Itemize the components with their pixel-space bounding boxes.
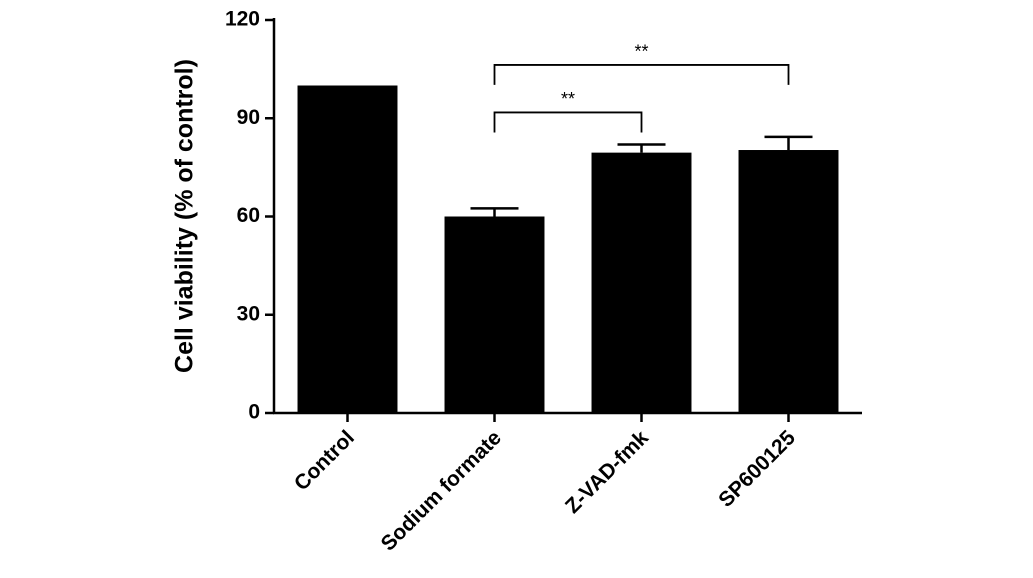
x-tick-label: Z-VAD-fmk	[561, 426, 653, 518]
y-tick-label: 90	[237, 106, 260, 129]
y-tick-label: 120	[225, 8, 260, 31]
y-tick-label: 30	[237, 302, 260, 325]
bar	[738, 150, 839, 413]
y-axis-label: Cell viability (% of control)	[171, 59, 199, 373]
bar	[444, 216, 545, 413]
error-bar	[617, 143, 666, 153]
significance-label: **	[561, 89, 575, 109]
x-tick-label: Control	[290, 426, 359, 495]
bar	[297, 85, 398, 413]
error-bar	[470, 207, 519, 217]
x-tick-label: SP600125	[714, 426, 800, 512]
significance-bracket	[493, 64, 790, 85]
y-tick-label: 60	[237, 204, 260, 227]
bar	[591, 152, 692, 413]
significance-bracket	[493, 111, 643, 133]
x-tick-label: Sodium formate	[377, 426, 506, 555]
significance-label: **	[634, 42, 648, 62]
error-bar	[764, 135, 813, 151]
y-tick-label: 0	[248, 401, 260, 424]
